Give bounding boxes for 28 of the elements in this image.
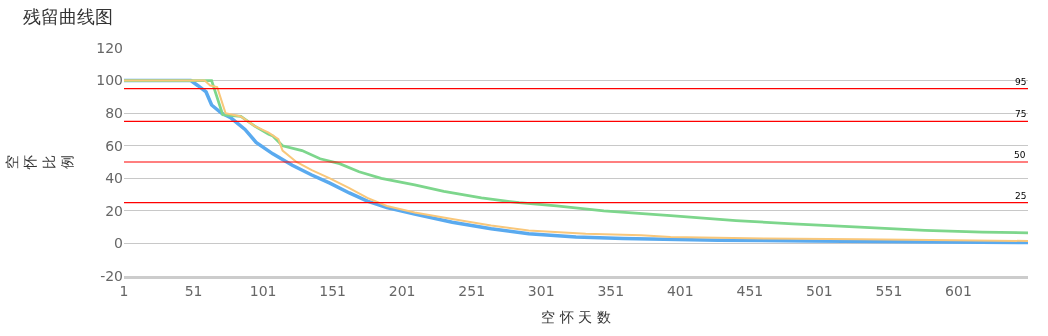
y-tick-label: 60 xyxy=(105,137,123,154)
y-tick-label: -20 xyxy=(100,267,123,284)
y-tick-label: 100 xyxy=(96,72,123,89)
x-tick-label: 451 xyxy=(736,282,764,299)
x-tick-label: 101 xyxy=(249,282,277,299)
x-tick-label: 551 xyxy=(875,282,903,299)
ref-line-label: 50 xyxy=(1014,150,1026,160)
ref-line-label: 25 xyxy=(1015,191,1027,201)
x-tick-label: 201 xyxy=(388,282,416,299)
x-tick-label: 501 xyxy=(806,282,833,299)
x-tick-label: 151 xyxy=(319,282,346,299)
x-tick-label: 301 xyxy=(527,282,555,299)
y-axis-title: 空怀比例 xyxy=(4,155,75,170)
y-tick-label: 20 xyxy=(105,202,123,219)
x-tick-label: 601 xyxy=(945,282,972,299)
x-tick-label: 401 xyxy=(666,282,694,299)
ref-line-label: 75 xyxy=(1015,109,1027,119)
x-tick-label: 1 xyxy=(119,282,129,299)
x-tick-label: 351 xyxy=(597,282,625,299)
y-tick-label: 120 xyxy=(96,39,123,56)
x-axis-title: 空 怀 天 数 xyxy=(541,309,611,326)
ref-line-label: 95 xyxy=(1015,77,1027,87)
y-tick-label: 80 xyxy=(105,105,123,122)
x-tick-label: 51 xyxy=(184,282,203,299)
x-tick-label: 251 xyxy=(458,282,486,299)
y-tick-label: 40 xyxy=(105,170,123,187)
y-tick-label: 0 xyxy=(114,235,123,252)
chart-title: 残留曲线图 xyxy=(23,5,114,27)
